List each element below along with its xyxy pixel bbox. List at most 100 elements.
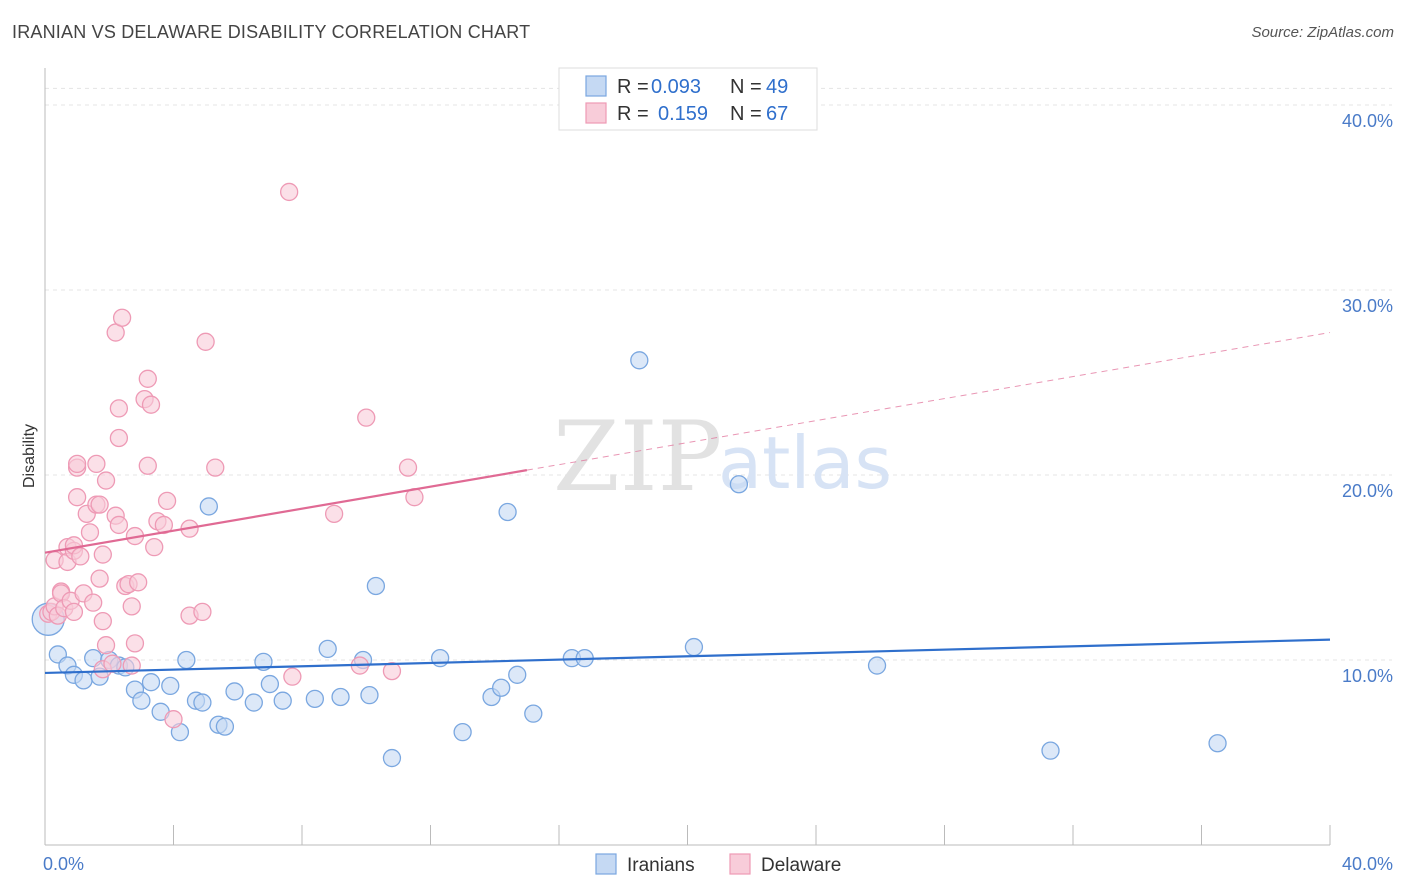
point-delaware-60 (279, 182, 299, 202)
point-iranians-31 (360, 686, 379, 705)
x-tick-labels: 0.0% 40.0% (43, 854, 1393, 874)
y-tick-label-1: 20.0% (1342, 481, 1393, 501)
point-delaware-40 (122, 597, 141, 616)
watermark-zip: ZIP (553, 401, 722, 513)
data-points (31, 182, 1227, 768)
point-iranians-40 (524, 704, 543, 723)
y-tick-label-3: 40.0% (1342, 111, 1393, 131)
point-iranians-26 (273, 691, 292, 710)
point-delaware-42 (125, 634, 145, 653)
point-iranians-27 (305, 689, 325, 708)
point-delaware-36 (109, 515, 129, 535)
point-delaware-24 (90, 495, 109, 514)
y-axis-label: Disability (21, 424, 38, 488)
series-swatch-iranians (595, 853, 617, 875)
series-legend: Iranians Delaware (595, 853, 841, 876)
point-iranians-34 (430, 649, 450, 668)
trend-lines (44, 332, 1331, 675)
trend-line-delaware (44, 469, 528, 554)
point-iranians-33 (382, 748, 402, 768)
point-delaware-47 (138, 456, 157, 475)
point-iranians-38 (498, 502, 517, 522)
legend-r-label-iranians: R = (617, 76, 649, 98)
point-delaware-27 (93, 545, 112, 564)
point-iranians-25 (260, 674, 280, 694)
legend-n-label-iranians: N = (730, 76, 762, 98)
point-iranians-4 (74, 671, 93, 690)
point-delaware-53 (164, 710, 183, 729)
point-delaware-29 (96, 636, 116, 655)
point-delaware-61 (324, 504, 344, 523)
point-iranians-44 (684, 637, 704, 657)
stats-legend: R = 0.093 N = 49 R = 0.159 N = 67 (558, 67, 818, 131)
series-label-iranians: Iranians (627, 855, 695, 876)
point-iranians-12 (141, 673, 161, 692)
point-delaware-22 (87, 454, 106, 474)
point-delaware-64 (382, 661, 402, 681)
legend-r-label-delaware: R = (617, 103, 649, 125)
point-delaware-57 (196, 332, 215, 351)
point-delaware-46 (138, 369, 157, 388)
point-delaware-49 (145, 538, 164, 557)
chart-title: IRANIAN VS DELAWARE DISABILITY CORRELATI… (12, 22, 531, 42)
point-delaware-13 (64, 602, 84, 622)
point-iranians-28 (318, 639, 337, 659)
point-delaware-56 (193, 602, 212, 622)
legend-r-value-iranians: 0.093 (651, 76, 701, 98)
point-iranians-14 (161, 676, 180, 696)
source-label: Source: ZipAtlas.com (1251, 24, 1394, 41)
point-delaware-25 (90, 569, 109, 588)
watermark-atlas: atlas (718, 421, 892, 505)
legend-n-value-delaware: 67 (766, 103, 788, 125)
point-delaware-21 (84, 593, 103, 612)
legend-r-value-delaware: 0.159 (658, 103, 708, 125)
point-delaware-26 (93, 612, 112, 631)
point-iranians-19 (199, 497, 218, 516)
point-iranians-29 (331, 687, 350, 707)
axes (44, 68, 1331, 846)
series-label-delaware: Delaware (761, 855, 841, 876)
trend-line-iranians (44, 638, 1331, 675)
point-delaware-16 (67, 454, 87, 474)
x-tick-label-0: 0.0% (43, 854, 84, 874)
point-iranians-23 (244, 693, 263, 712)
point-delaware-20 (80, 523, 100, 542)
point-delaware-63 (357, 408, 376, 427)
point-delaware-48 (141, 395, 161, 414)
point-iranians-46 (867, 656, 887, 675)
y-tick-label-0: 10.0% (1342, 666, 1393, 686)
point-iranians-37 (492, 678, 511, 697)
point-delaware-44 (129, 573, 148, 592)
point-delaware-30 (96, 471, 116, 490)
point-delaware-52 (157, 491, 177, 511)
point-delaware-35 (109, 428, 129, 448)
point-iranians-45 (729, 475, 749, 494)
point-iranians-48 (1208, 734, 1227, 753)
point-delaware-17 (71, 547, 90, 566)
point-delaware-58 (206, 458, 225, 477)
legend-n-value-iranians: 49 (766, 76, 788, 98)
legend-swatch-iranians (585, 75, 607, 97)
point-iranians-16 (177, 650, 196, 670)
point-iranians-47 (1041, 741, 1060, 760)
point-iranians-35 (453, 723, 472, 742)
point-iranians-22 (225, 682, 244, 701)
trend-line-extension-delaware (526, 332, 1331, 471)
point-delaware-31 (103, 654, 122, 673)
point-iranians-21 (215, 717, 235, 736)
point-delaware-37 (112, 308, 132, 327)
y-tick-labels: 10.0% 20.0% 30.0% 40.0% (1342, 111, 1393, 686)
point-delaware-65 (398, 458, 418, 477)
x-tick-label-1: 40.0% (1342, 854, 1393, 874)
point-iranians-11 (132, 691, 151, 710)
point-iranians-39 (508, 665, 527, 684)
series-swatch-delaware (729, 853, 751, 875)
gridlines (45, 87, 1392, 661)
y-tick-label-2: 30.0% (1342, 296, 1393, 316)
legend-swatch-delaware (585, 102, 607, 124)
point-iranians-43 (630, 351, 649, 370)
legend-n-label-delaware: N = (730, 103, 762, 125)
point-iranians-18 (193, 693, 212, 712)
point-delaware-34 (109, 399, 129, 418)
